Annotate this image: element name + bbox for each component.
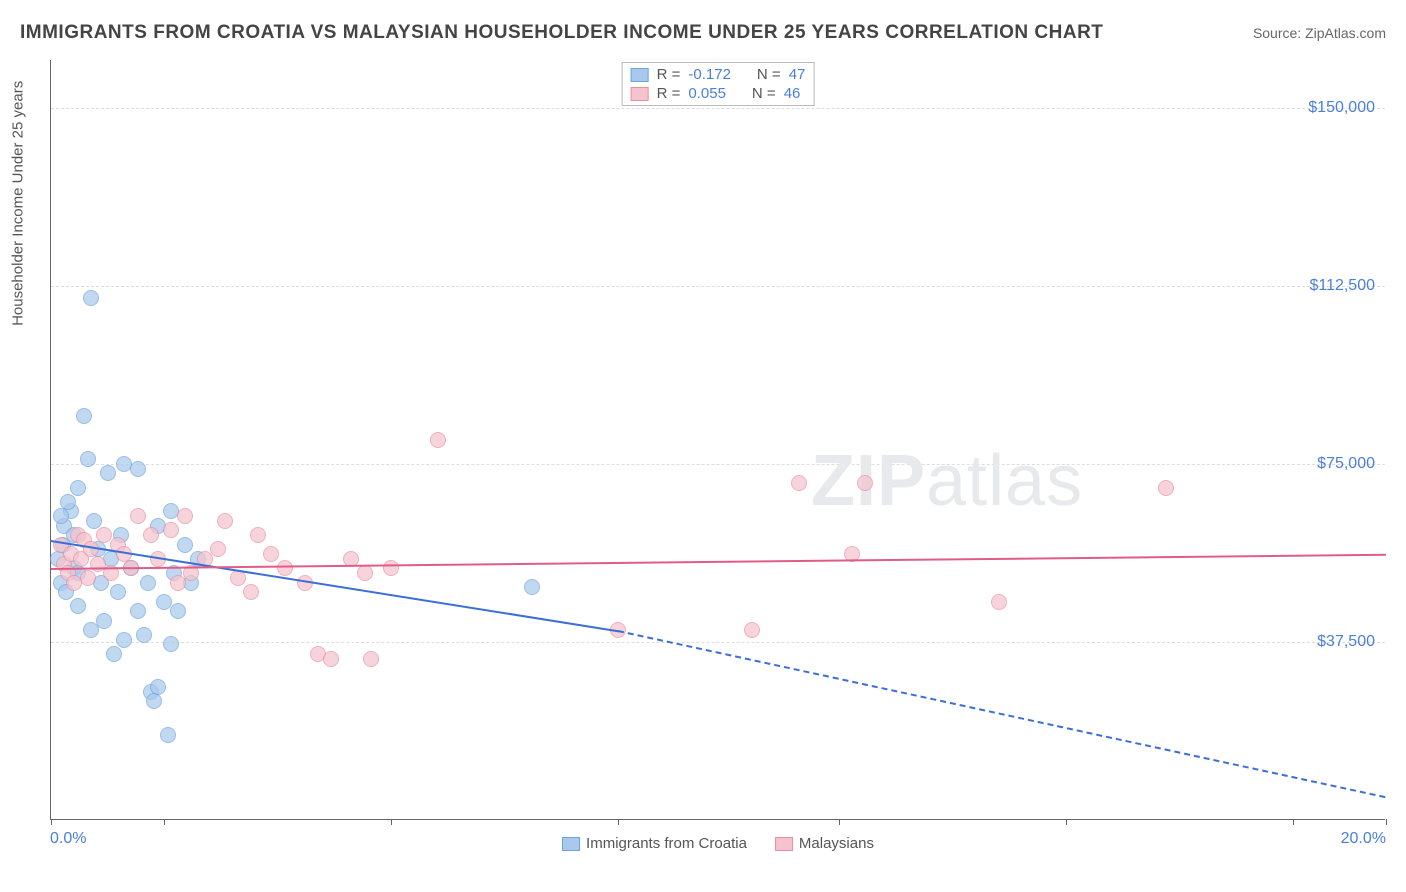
data-point: [66, 575, 82, 591]
data-point: [524, 579, 540, 595]
data-point: [96, 613, 112, 629]
data-point: [116, 632, 132, 648]
watermark: ZIPatlas: [811, 440, 1083, 522]
y-tick-label: $150,000: [1308, 99, 1375, 117]
trend-line: [618, 630, 1386, 798]
r-value: -0.172: [688, 66, 731, 83]
x-tick: [391, 819, 392, 825]
data-point: [210, 541, 226, 557]
y-tick-label: $37,500: [1317, 633, 1375, 651]
legend-swatch: [562, 837, 580, 851]
legend-label: Immigrants from Croatia: [586, 835, 747, 852]
data-point: [250, 527, 266, 543]
data-point: [170, 603, 186, 619]
r-value: 0.055: [688, 85, 726, 102]
data-point: [130, 603, 146, 619]
data-point: [136, 627, 152, 643]
x-tick: [51, 819, 52, 825]
data-point: [110, 584, 126, 600]
data-point: [991, 594, 1007, 610]
data-point: [130, 508, 146, 524]
n-value: 47: [789, 66, 806, 83]
data-point: [323, 651, 339, 667]
data-point: [163, 522, 179, 538]
series-legend: Immigrants from Croatia Malaysians: [562, 835, 874, 852]
y-axis-title: Householder Income Under 25 years: [10, 81, 27, 326]
gridline: [51, 464, 1385, 465]
legend-swatch: [631, 68, 649, 82]
data-point: [83, 290, 99, 306]
x-axis-min-label: 0.0%: [50, 830, 86, 848]
data-point: [160, 727, 176, 743]
data-point: [857, 475, 873, 491]
legend-row: R = 0.055 N = 46: [631, 84, 806, 103]
data-point: [177, 537, 193, 553]
x-tick: [1066, 819, 1067, 825]
data-point: [140, 575, 156, 591]
title-bar: IMMIGRANTS FROM CROATIA VS MALAYSIAN HOU…: [20, 22, 1386, 44]
data-point: [791, 475, 807, 491]
n-label: N =: [757, 66, 781, 83]
data-point: [163, 636, 179, 652]
legend-row: R = -0.172 N = 47: [631, 65, 806, 84]
gridline: [51, 108, 1385, 109]
data-point: [217, 513, 233, 529]
r-label: R =: [657, 85, 681, 102]
data-point: [177, 508, 193, 524]
n-value: 46: [784, 85, 801, 102]
x-tick: [618, 819, 619, 825]
data-point: [363, 651, 379, 667]
data-point: [100, 465, 116, 481]
data-point: [146, 693, 162, 709]
x-tick: [839, 819, 840, 825]
data-point: [76, 408, 92, 424]
correlation-legend: R = -0.172 N = 47 R = 0.055 N = 46: [622, 62, 815, 106]
data-point: [106, 646, 122, 662]
x-tick: [1386, 819, 1387, 825]
data-point: [430, 432, 446, 448]
data-point: [357, 565, 373, 581]
data-point: [86, 513, 102, 529]
chart-title: IMMIGRANTS FROM CROATIA VS MALAYSIAN HOU…: [20, 22, 1103, 44]
gridline: [51, 286, 1385, 287]
n-label: N =: [752, 85, 776, 102]
trend-line: [51, 554, 1386, 570]
data-point: [383, 560, 399, 576]
r-label: R =: [657, 66, 681, 83]
data-point: [80, 451, 96, 467]
x-tick: [1293, 819, 1294, 825]
legend-item: Immigrants from Croatia: [562, 835, 747, 852]
y-tick-label: $75,000: [1317, 455, 1375, 473]
data-point: [130, 461, 146, 477]
y-tick-label: $112,500: [1309, 277, 1375, 295]
x-tick: [164, 819, 165, 825]
source-attribution: Source: ZipAtlas.com: [1253, 25, 1386, 41]
legend-item: Malaysians: [775, 835, 874, 852]
data-point: [70, 480, 86, 496]
data-point: [277, 560, 293, 576]
data-point: [143, 527, 159, 543]
gridline: [51, 642, 1385, 643]
data-point: [744, 622, 760, 638]
legend-swatch: [631, 87, 649, 101]
plot-area: ZIPatlas R = -0.172 N = 47 R = 0.055 N = 46…: [50, 60, 1385, 820]
data-point: [150, 679, 166, 695]
legend-swatch: [775, 837, 793, 851]
data-point: [53, 508, 69, 524]
data-point: [70, 598, 86, 614]
data-point: [243, 584, 259, 600]
legend-label: Malaysians: [799, 835, 874, 852]
x-axis-max-label: 20.0%: [1341, 830, 1386, 848]
data-point: [263, 546, 279, 562]
data-point: [1158, 480, 1174, 496]
